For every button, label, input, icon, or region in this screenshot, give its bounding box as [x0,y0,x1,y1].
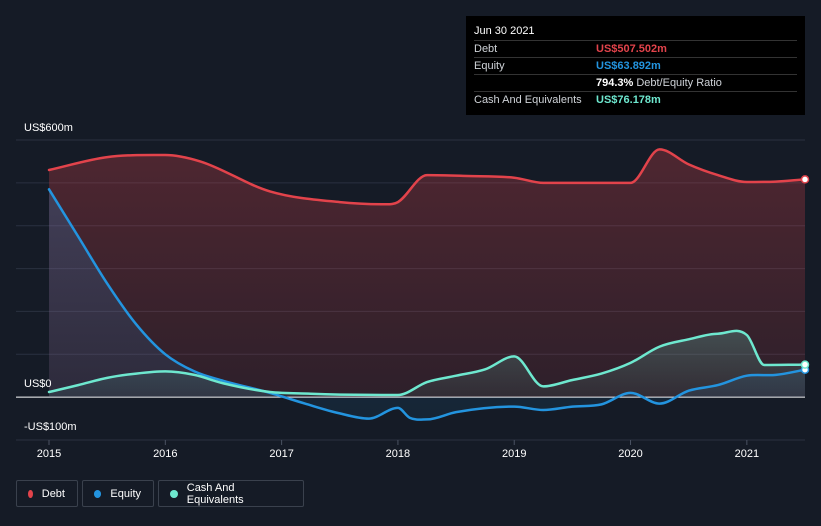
legend-equity[interactable]: Equity [82,480,154,507]
legend-debt[interactable]: Debt [16,480,78,507]
x-tick-label: 2016 [153,448,177,460]
y-tick-label-600: US$600m [24,122,73,134]
x-tick-label: 2017 [269,448,293,460]
tooltip-row-equity: Equity US$63.892m [474,58,797,75]
tooltip-ratio-label: Debt/Equity Ratio [636,77,722,89]
legend-debt-dot [28,489,33,498]
tooltip-row-cash: Cash And Equivalents US$76.178m [474,92,797,108]
tooltip-debt-value: US$507.502m [596,43,667,55]
x-tick-label: 2021 [735,448,759,460]
x-tick-label: 2018 [386,448,410,460]
equity-line [47,188,807,421]
tooltip-cash-value: US$76.178m [596,94,661,106]
y-tick-label-neg100: -US$100m [24,421,77,433]
x-tick-label: 2019 [502,448,526,460]
end-markers [800,175,810,374]
legend-cash-dot [170,489,178,498]
legend-debt-label: Debt [41,487,65,500]
tooltip-cash-label: Cash And Equivalents [474,94,582,106]
tooltip-panel: Jun 30 2021 Debt US$507.502m Equity US$6… [466,16,805,115]
tooltip-equity-label: Equity [474,60,505,72]
tooltip-date: Jun 30 2021 [474,23,797,41]
tooltip-row-debt: Debt US$507.502m [474,41,797,58]
legend-equity-label: Equity [110,487,141,500]
cash-area [49,330,805,398]
x-axis-ticks: 2015 2016 2017 2018 2019 2020 2021 [37,440,759,460]
y-tick-label-0: US$0 [24,378,52,390]
legend-cash[interactable]: Cash And Equivalents [158,480,304,507]
series-lines [47,148,807,421]
tooltip-equity-value: US$63.892m [596,60,661,72]
series-areas [49,149,805,420]
x-tick-label: 2015 [37,448,61,460]
debt-line [47,148,807,206]
debt-area [49,149,805,398]
tooltip-ratio-value: 794.3% [596,77,634,89]
tooltip-row-ratio: 794.3% Debt/Equity Ratio [474,75,797,92]
cash-line [47,329,807,397]
legend-cash-label: Cash And Equivalents [186,481,244,506]
debt-end-marker [800,175,810,184]
tooltip-debt-label: Debt [474,43,498,55]
x-tick-label: 2020 [618,448,642,460]
legend-equity-dot [94,489,102,498]
cash-end-marker [800,360,810,369]
